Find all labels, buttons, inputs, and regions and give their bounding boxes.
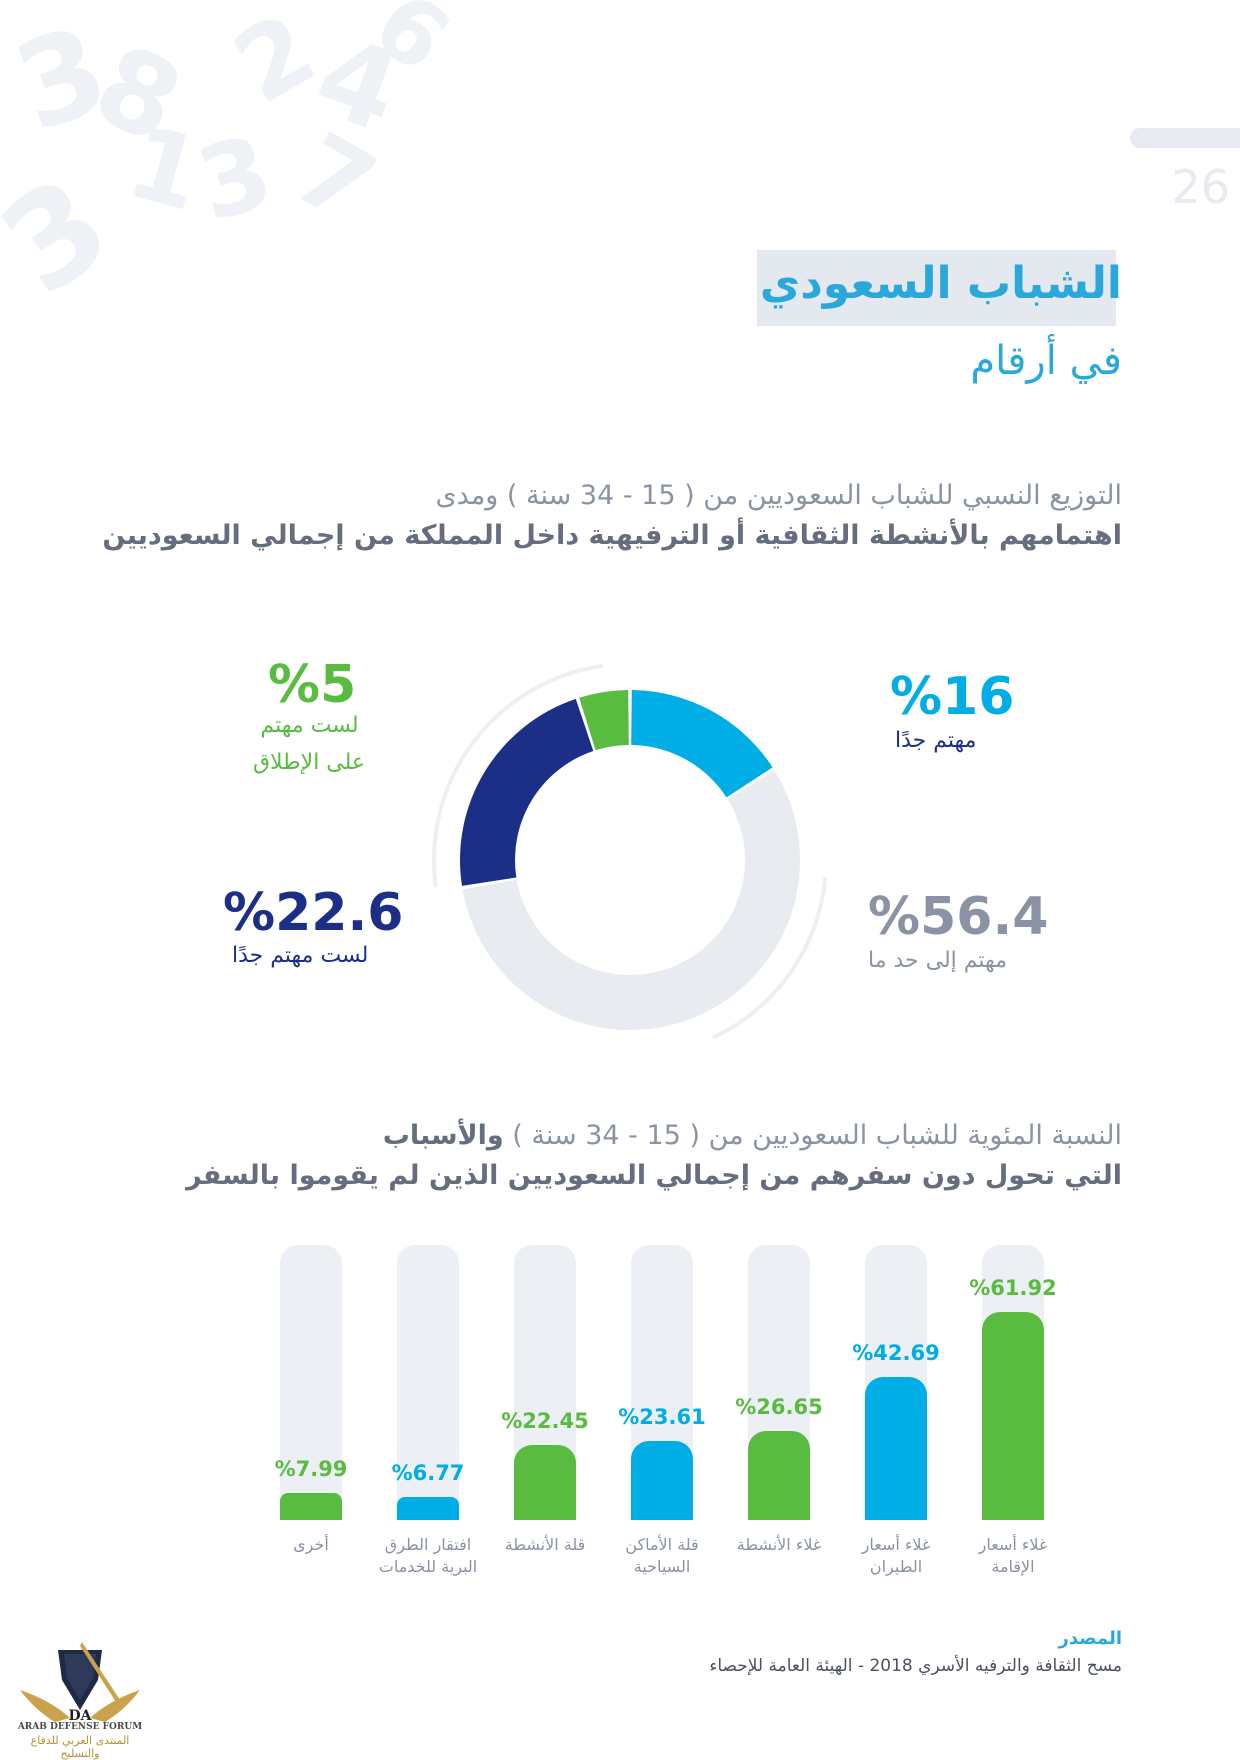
page-title: الشباب السعودي bbox=[759, 258, 1122, 309]
donut-chart bbox=[432, 663, 828, 1040]
bar-value-label: %22.45 bbox=[501, 1408, 589, 1433]
label-not-interested-caption-1: لست مهتم bbox=[260, 713, 359, 738]
bar bbox=[397, 1497, 459, 1520]
slice-not-interested bbox=[579, 690, 629, 751]
bar-track bbox=[631, 1245, 693, 1520]
donut-decor-arc-1 bbox=[711, 876, 828, 1040]
logo-text-english: ARAB DEFENSE FORUM bbox=[17, 1722, 143, 1732]
bar-track bbox=[280, 1245, 342, 1520]
bar-track bbox=[397, 1245, 459, 1520]
source-text: مسح الثقافة والترفيه الأسري 2018 - الهيئ… bbox=[709, 1656, 1122, 1676]
bar-category-label: قلة الأماكن السياحية bbox=[602, 1534, 722, 1578]
bar-category-label: قلة الأنشطة bbox=[485, 1534, 605, 1556]
bar bbox=[748, 1430, 810, 1520]
bar-track bbox=[982, 1245, 1044, 1520]
bar-value-label: %26.65 bbox=[735, 1394, 823, 1419]
bar-category-label: غلاء الأنشطة bbox=[719, 1534, 839, 1556]
bar-category-label: غلاء أسعار الطيران bbox=[836, 1534, 956, 1578]
section2-heading-line1-light: النسبة المئوية للشباب السعوديين من ( 15 … bbox=[512, 1120, 1122, 1151]
bar-category-line1: افتقار الطرق bbox=[384, 1535, 472, 1554]
donut-decor-arc-0 bbox=[432, 663, 604, 888]
bar-category-line1: غلاء أسعار bbox=[861, 1535, 931, 1554]
bar-category-line1: قلة الأنشطة bbox=[504, 1535, 586, 1554]
slice-somewhat-interested bbox=[462, 770, 800, 1030]
bar-value-label: %61.92 bbox=[969, 1276, 1057, 1301]
page-subtitle: في أرقام bbox=[970, 338, 1122, 384]
label-not-very-interested-caption: لست مهتم جدًا bbox=[232, 943, 369, 968]
section2-heading-line1-bold: والأسباب bbox=[382, 1120, 504, 1151]
bar-category-line2: البرية للخدمات bbox=[378, 1557, 478, 1576]
section1-heading-line1: التوزيع النسبي للشباب السعوديين من ( 15 … bbox=[435, 480, 1122, 511]
bar-category-line2: الإقامة bbox=[991, 1557, 1035, 1576]
section1-heading-line2: اهتمامهم بالأنشطة الثقافية أو الترفيهية … bbox=[102, 520, 1122, 551]
bar-value-label: %23.61 bbox=[618, 1404, 706, 1429]
bar bbox=[514, 1444, 576, 1520]
label-not-very-interested-value: %22.6 bbox=[223, 883, 404, 943]
page-tab bbox=[1130, 128, 1240, 148]
bar-category-label: افتقار الطرق البرية للخدمات bbox=[368, 1534, 488, 1578]
bar bbox=[865, 1376, 927, 1520]
bar bbox=[982, 1312, 1044, 1520]
bar-track bbox=[514, 1245, 576, 1520]
label-somewhat-interested-caption: مهتم إلى حد ما bbox=[868, 948, 1007, 973]
section2-heading-line2: التي تحول دون سفرهم من إجمالي السعوديين … bbox=[185, 1160, 1122, 1191]
bar-category-line1: أخرى bbox=[293, 1535, 329, 1554]
label-very-interested-caption: مهتم جدًا bbox=[895, 728, 977, 753]
label-not-interested-value: %5 bbox=[268, 655, 357, 715]
arab-defense-forum-logo: DA bbox=[20, 1642, 140, 1724]
bar-category-line2: الطيران bbox=[869, 1557, 923, 1576]
bar-category-line1: غلاء أسعار bbox=[978, 1535, 1048, 1554]
bar-value-label: %7.99 bbox=[274, 1457, 348, 1482]
bar-category-line2: السياحية bbox=[633, 1557, 691, 1576]
label-not-interested-caption-2: على الإطلاق bbox=[252, 750, 366, 775]
bar bbox=[280, 1493, 342, 1520]
page-number: 26 bbox=[1171, 160, 1230, 214]
bar-category-label: غلاء أسعار الإقامة bbox=[953, 1534, 1073, 1578]
svg-text:DA: DA bbox=[68, 1708, 92, 1724]
bar-track bbox=[748, 1245, 810, 1520]
bar-category-line1: غلاء الأنشطة bbox=[736, 1535, 822, 1554]
bar bbox=[631, 1440, 693, 1520]
label-very-interested-value: %16 bbox=[890, 667, 1015, 727]
bar-category-label: أخرى bbox=[251, 1534, 371, 1556]
bar-value-label: %42.69 bbox=[852, 1340, 940, 1365]
title-box bbox=[757, 250, 1116, 326]
slice-very-interested bbox=[631, 690, 773, 798]
label-somewhat-interested-value: %56.4 bbox=[868, 887, 1049, 947]
bar-track bbox=[865, 1245, 927, 1520]
bar-value-label: %6.77 bbox=[391, 1461, 465, 1486]
bar-category-line1: قلة الأماكن bbox=[625, 1535, 699, 1554]
logo-text-arabic: المنتدى العربي للدفاع والتسليح bbox=[30, 1734, 130, 1760]
slice-not-very-interested bbox=[460, 698, 594, 886]
section2-heading-line1: النسبة المئوية للشباب السعوديين من ( 15 … bbox=[383, 1120, 1122, 1151]
source-title: المصدر bbox=[1058, 1628, 1123, 1649]
